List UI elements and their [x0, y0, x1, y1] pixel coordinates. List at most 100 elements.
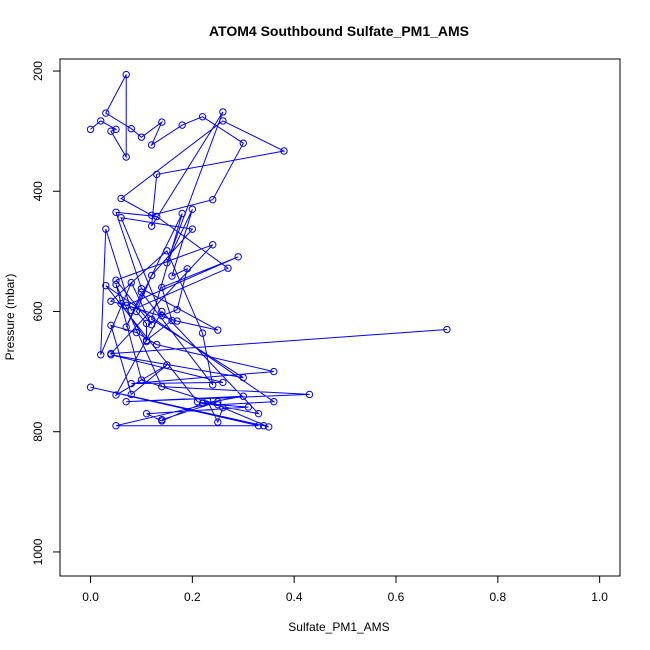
data-point [127, 278, 135, 287]
data-point [183, 265, 191, 273]
data-point [234, 253, 242, 261]
data-point [244, 403, 253, 411]
x-tick-label: 0.0 [82, 590, 99, 604]
data-point [112, 125, 120, 134]
x-tick-label: 0.8 [489, 590, 506, 604]
data-point [107, 321, 115, 330]
data-point [132, 307, 141, 316]
data-point [112, 208, 120, 216]
data-point [305, 390, 314, 399]
data-point [117, 299, 125, 308]
data-point [142, 337, 151, 346]
data-point [203, 397, 212, 405]
series-line [90, 211, 447, 428]
data-point [280, 147, 288, 155]
data-point [214, 397, 222, 406]
data-point [173, 305, 181, 314]
data-point [153, 170, 161, 179]
data-point [137, 376, 146, 384]
data-point [209, 381, 217, 389]
data-point [107, 297, 115, 305]
data-point [147, 222, 156, 230]
data-point [158, 118, 166, 126]
data-point [127, 390, 135, 399]
data-point [168, 272, 176, 280]
data-point [254, 409, 263, 418]
data-point [214, 418, 222, 426]
data-point [122, 397, 130, 406]
data-point [270, 367, 278, 376]
data-point [122, 323, 130, 331]
data-point [112, 280, 120, 289]
data-point [86, 383, 95, 391]
data-point [178, 121, 186, 129]
data-point [97, 351, 105, 359]
x-axis-label: Sulfate_PM1_AMS [288, 620, 389, 634]
x-tick-label: 0.2 [184, 590, 201, 604]
data-point [127, 306, 135, 314]
data-point [147, 211, 156, 220]
data-point [209, 195, 217, 204]
data-point [107, 127, 115, 135]
data-point [127, 125, 135, 133]
data-point [147, 315, 156, 324]
data-point [193, 397, 202, 406]
data-point [239, 139, 247, 147]
data-point [127, 379, 135, 388]
data-point [163, 259, 171, 267]
data-point [137, 288, 146, 296]
data-point [265, 423, 273, 431]
y-tick-label: 800 [31, 421, 45, 441]
data-point [219, 108, 227, 116]
data-point [147, 321, 156, 329]
x-tick-label: 0.6 [388, 590, 405, 604]
data-point [168, 316, 176, 325]
series-lines [90, 74, 447, 428]
series-line [90, 74, 286, 342]
data-point [122, 153, 130, 161]
data-point [173, 317, 181, 325]
data-point [158, 382, 166, 391]
data-point [147, 141, 156, 149]
data-point [137, 284, 146, 293]
data-point [158, 415, 166, 424]
y-tick-label: 600 [31, 301, 45, 321]
data-point [158, 311, 166, 320]
data-point [142, 409, 151, 418]
data-point [443, 325, 451, 334]
data-point [158, 283, 166, 292]
y-tick-label: 400 [31, 181, 45, 201]
series-points [86, 70, 451, 431]
x-tick-label: 1.0 [591, 590, 608, 604]
data-point [270, 397, 278, 406]
data-point [198, 113, 207, 121]
data-point [97, 117, 105, 125]
data-point [163, 247, 171, 255]
data-point [259, 422, 268, 430]
data-point [102, 281, 110, 290]
data-point [219, 117, 227, 125]
data-point [112, 391, 120, 399]
data-point [137, 133, 146, 141]
data-point [214, 326, 222, 334]
data-point [153, 340, 161, 349]
data-point [209, 241, 217, 249]
data-point [102, 109, 110, 117]
y-tick-label: 200 [31, 61, 45, 81]
data-point [147, 271, 156, 280]
data-point [188, 205, 197, 213]
data-point [112, 276, 120, 284]
data-point [117, 194, 125, 203]
y-tick-label: 1000 [31, 538, 45, 565]
x-tick-label: 0.4 [286, 590, 303, 604]
data-point [239, 373, 247, 382]
data-point [86, 125, 95, 134]
data-point [102, 225, 110, 233]
data-point [219, 378, 227, 387]
data-point [153, 212, 161, 221]
data-point [224, 264, 232, 272]
data-point [188, 225, 197, 233]
data-point [239, 392, 247, 400]
data-point [122, 70, 130, 79]
